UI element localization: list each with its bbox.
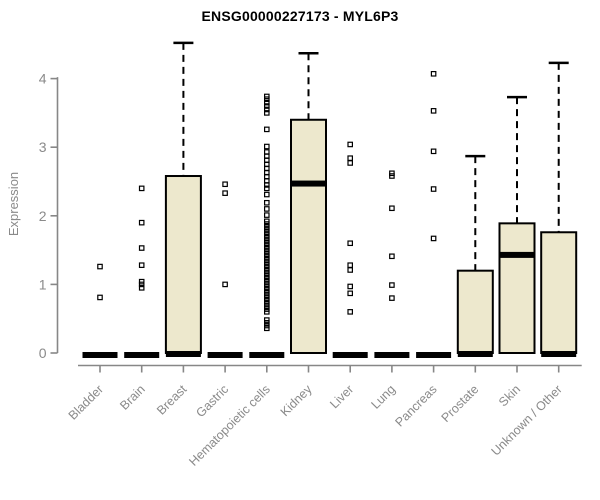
outlier-point-gastric: [222, 181, 228, 188]
median-skin: [499, 251, 535, 258]
outlier-point-gastric: [222, 190, 228, 196]
box-skin: [498, 222, 536, 354]
outlier-point-bladder: [97, 294, 103, 301]
outlier-point-lung: [389, 205, 395, 212]
box-group-prostate: [456, 154, 494, 357]
x-tick-label-unknown-other: Unknown / Other: [489, 382, 565, 458]
outlier-point-brain: [138, 245, 145, 251]
median-prostate: [457, 351, 493, 357]
x-tick-label-hematopoietic-cells: Hematopoietic cells: [186, 382, 273, 469]
x-tick-label-skin: Skin: [496, 382, 523, 409]
outlier-point-hematopoietic-cells: [264, 99, 270, 106]
outlier-point-pancreas: [430, 70, 437, 77]
outlier-point-lung: [389, 170, 395, 177]
box-group-brain: [124, 185, 160, 358]
box-breast: [164, 175, 202, 354]
x-tick-label-liver: Liver: [327, 382, 356, 411]
outlier-point-liver: [347, 155, 354, 161]
box-prostate: [456, 269, 494, 354]
outlier-point-hematopoietic-cells: [264, 199, 270, 206]
outlier-point-liver: [347, 240, 354, 247]
outlier-point-liver: [347, 141, 354, 148]
outlier-point-hematopoietic-cells: [264, 126, 270, 133]
y-axis-title: Expression: [6, 171, 21, 237]
outlier-point-liver: [347, 283, 354, 290]
x-tick-label-pancreas: Pancreas: [392, 382, 439, 429]
outlier-point-lung: [389, 295, 395, 301]
x-tick-label-lung: Lung: [368, 382, 398, 412]
outlier-point-lung: [389, 253, 395, 260]
outlier-point-brain: [138, 185, 145, 192]
box-group-lung: [374, 170, 410, 358]
y-tick-label-2: 2: [39, 208, 47, 224]
outlier-point-hematopoietic-cells: [264, 317, 270, 323]
median-gastric: [207, 352, 243, 358]
outlier-point-brain: [138, 278, 145, 285]
y-tick-label-4: 4: [39, 71, 47, 87]
median-hematopoietic-cells: [249, 352, 285, 358]
outlier-point-bladder: [97, 263, 103, 270]
box-group-kidney: [290, 51, 327, 355]
box-group-liver: [332, 141, 368, 358]
x-tick-label-kidney: Kidney: [278, 382, 315, 419]
box-group-breast: [164, 41, 202, 357]
outlier-point-hematopoietic-cells: [264, 218, 270, 225]
outlier-point-liver: [347, 262, 354, 268]
outlier-point-hematopoietic-cells: [264, 106, 270, 113]
outlier-point-liver: [347, 309, 354, 315]
median-brain: [124, 352, 160, 358]
box-group-pancreas: [416, 70, 452, 358]
y-tick-label-1: 1: [39, 276, 47, 292]
outlier-point-hematopoietic-cells: [264, 206, 270, 212]
box-group-hematopoietic-cells: [249, 93, 285, 358]
box-group-unknown-other: [540, 61, 578, 357]
box-kidney: [290, 118, 327, 355]
box-group-gastric: [207, 181, 243, 358]
outlier-point-brain: [138, 262, 145, 268]
outlier-point-hematopoietic-cells: [264, 93, 270, 100]
x-tick-label-gastric: Gastric: [193, 382, 231, 420]
outlier-point-hematopoietic-cells: [264, 191, 270, 198]
outlier-point-pancreas: [430, 235, 437, 242]
outlier-point-hematopoietic-cells: [264, 143, 270, 150]
y-tick-label-0: 0: [39, 345, 47, 361]
outlier-point-hematopoietic-cells: [264, 185, 270, 192]
outlier-point-liver: [347, 267, 354, 273]
outlier-point-pancreas: [430, 108, 437, 114]
box-group-skin: [498, 95, 536, 354]
median-pancreas: [416, 352, 452, 358]
box-unknown-other: [540, 231, 578, 355]
outlier-point-hematopoietic-cells: [264, 110, 270, 116]
outlier-point-gastric: [222, 281, 228, 288]
median-liver: [332, 352, 368, 358]
median-unknown-other: [541, 351, 577, 357]
y-tick-label-3: 3: [39, 139, 47, 155]
outlier-point-lung: [389, 282, 395, 288]
outlier-point-liver: [347, 160, 354, 166]
x-tick-label-prostate: Prostate: [439, 382, 482, 425]
box-group-bladder: [82, 263, 118, 358]
outlier-point-pancreas: [430, 186, 437, 192]
median-bladder: [82, 352, 118, 358]
x-tick-label-brain: Brain: [117, 382, 148, 413]
outlier-point-hematopoietic-cells: [264, 103, 270, 109]
outlier-point-brain: [138, 219, 145, 226]
outlier-point-brain: [138, 285, 145, 291]
median-lung: [374, 352, 410, 358]
median-breast: [165, 351, 201, 357]
x-tick-label-breast: Breast: [154, 382, 190, 418]
median-kidney: [291, 180, 326, 187]
outlier-point-hematopoietic-cells: [264, 212, 270, 218]
x-tick-label-bladder: Bladder: [66, 382, 106, 422]
chart-title: ENSG00000227173 - MYL6P3: [201, 8, 399, 24]
outlier-point-hematopoietic-cells: [264, 149, 270, 155]
outlier-point-liver: [347, 290, 354, 297]
outlier-point-pancreas: [430, 148, 437, 155]
